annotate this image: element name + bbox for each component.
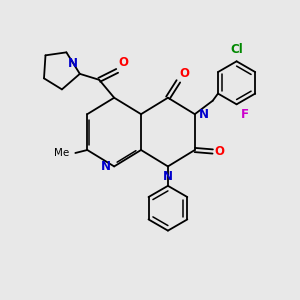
Text: O: O <box>214 145 224 158</box>
Text: O: O <box>180 67 190 80</box>
Text: F: F <box>241 108 249 121</box>
Text: N: N <box>68 57 78 70</box>
Text: O: O <box>118 56 129 69</box>
Text: N: N <box>163 170 173 183</box>
Text: Cl: Cl <box>230 43 243 56</box>
Text: N: N <box>100 160 111 173</box>
Text: N: N <box>198 108 208 121</box>
Text: Me: Me <box>54 148 69 158</box>
